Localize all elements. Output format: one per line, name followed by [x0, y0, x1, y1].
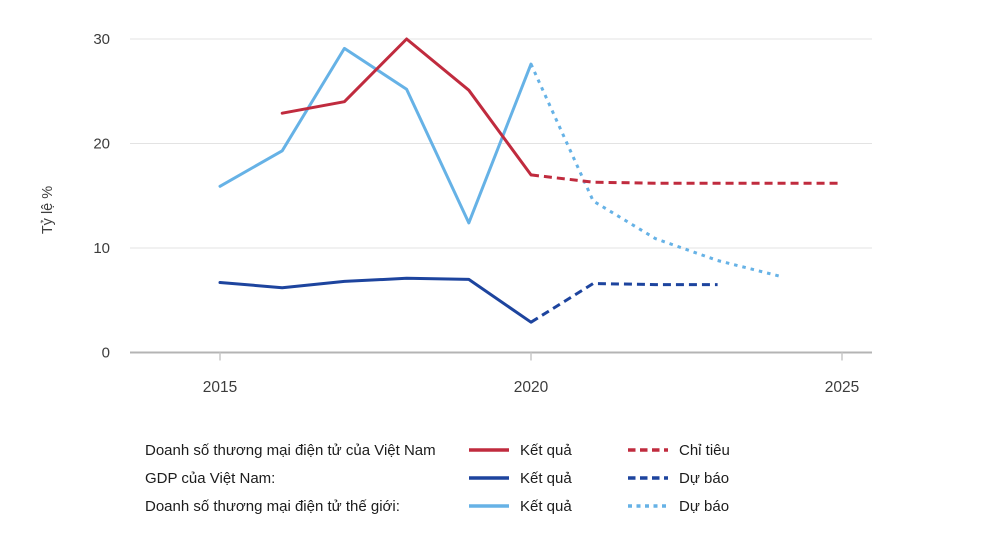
x-tick-label: 2020 — [514, 379, 549, 396]
series-line-vn-ecom-target — [530, 173, 842, 185]
solid-line-swatch-icon — [469, 504, 509, 508]
y-tick-label: 0 — [102, 345, 110, 362]
legend-row-world-ecommerce: Doanh số thương mại điện tử thế giới: Kế… — [145, 492, 885, 520]
series-line-gdp-actual — [218, 276, 533, 324]
y-tick-label: 20 — [93, 136, 110, 153]
legend-solid-item: Kết quả — [468, 470, 627, 487]
series-line-world-ecom-actual — [218, 46, 533, 225]
legend-dashed-item: Dự báo — [627, 498, 885, 515]
legend-series-label: Doanh số thương mại điện tử của Việt Nam — [145, 441, 436, 459]
legend-solid-item: Kết quả — [468, 498, 627, 515]
x-tick-label: 2015 — [203, 379, 237, 396]
legend-solid-label: Kết quả — [520, 497, 572, 515]
legend-row-vn-ecommerce: Doanh số thương mại điện tử của Việt Nam… — [145, 436, 885, 464]
legend-series-label: Doanh số thương mại điện tử thế giới: — [145, 497, 400, 515]
series-line-world-ecom-forecast — [529, 63, 781, 278]
legend-dashed-label: Dự báo — [679, 469, 730, 487]
dashed-line-swatch-icon — [628, 476, 668, 480]
line-chart: 0 10 20 30 2015 2020 2025 Tỷ lệ % — [40, 31, 872, 396]
y-axis-title: Tỷ lệ % — [40, 186, 56, 234]
legend-solid-item: Kết quả — [468, 442, 627, 459]
solid-line-swatch-icon — [469, 476, 509, 480]
dashed-line-swatch-icon — [628, 448, 668, 452]
legend-dashed-item: Chỉ tiêu — [627, 442, 885, 459]
y-tick-label: 30 — [93, 31, 110, 48]
legend-dashed-label: Chỉ tiêu — [679, 441, 730, 459]
x-tick-label: 2025 — [825, 379, 859, 396]
legend: Doanh số thương mại điện tử của Việt Nam… — [145, 436, 885, 520]
legend-dashed-item: Dự báo — [627, 470, 885, 487]
solid-line-swatch-icon — [469, 448, 509, 452]
dashed-line-swatch-icon — [628, 504, 668, 508]
legend-series-label: GDP của Việt Nam: — [145, 469, 276, 487]
legend-solid-label: Kết quả — [520, 469, 572, 487]
legend-row-gdp: GDP của Việt Nam: Kết quả Dự báo — [145, 464, 885, 492]
series-line-gdp-forecast — [530, 282, 718, 324]
series-line-vn-ecom-actual — [280, 37, 533, 177]
y-tick-label: 10 — [93, 240, 110, 257]
legend-dashed-label: Dự báo — [679, 497, 730, 515]
legend-solid-label: Kết quả — [520, 441, 572, 459]
